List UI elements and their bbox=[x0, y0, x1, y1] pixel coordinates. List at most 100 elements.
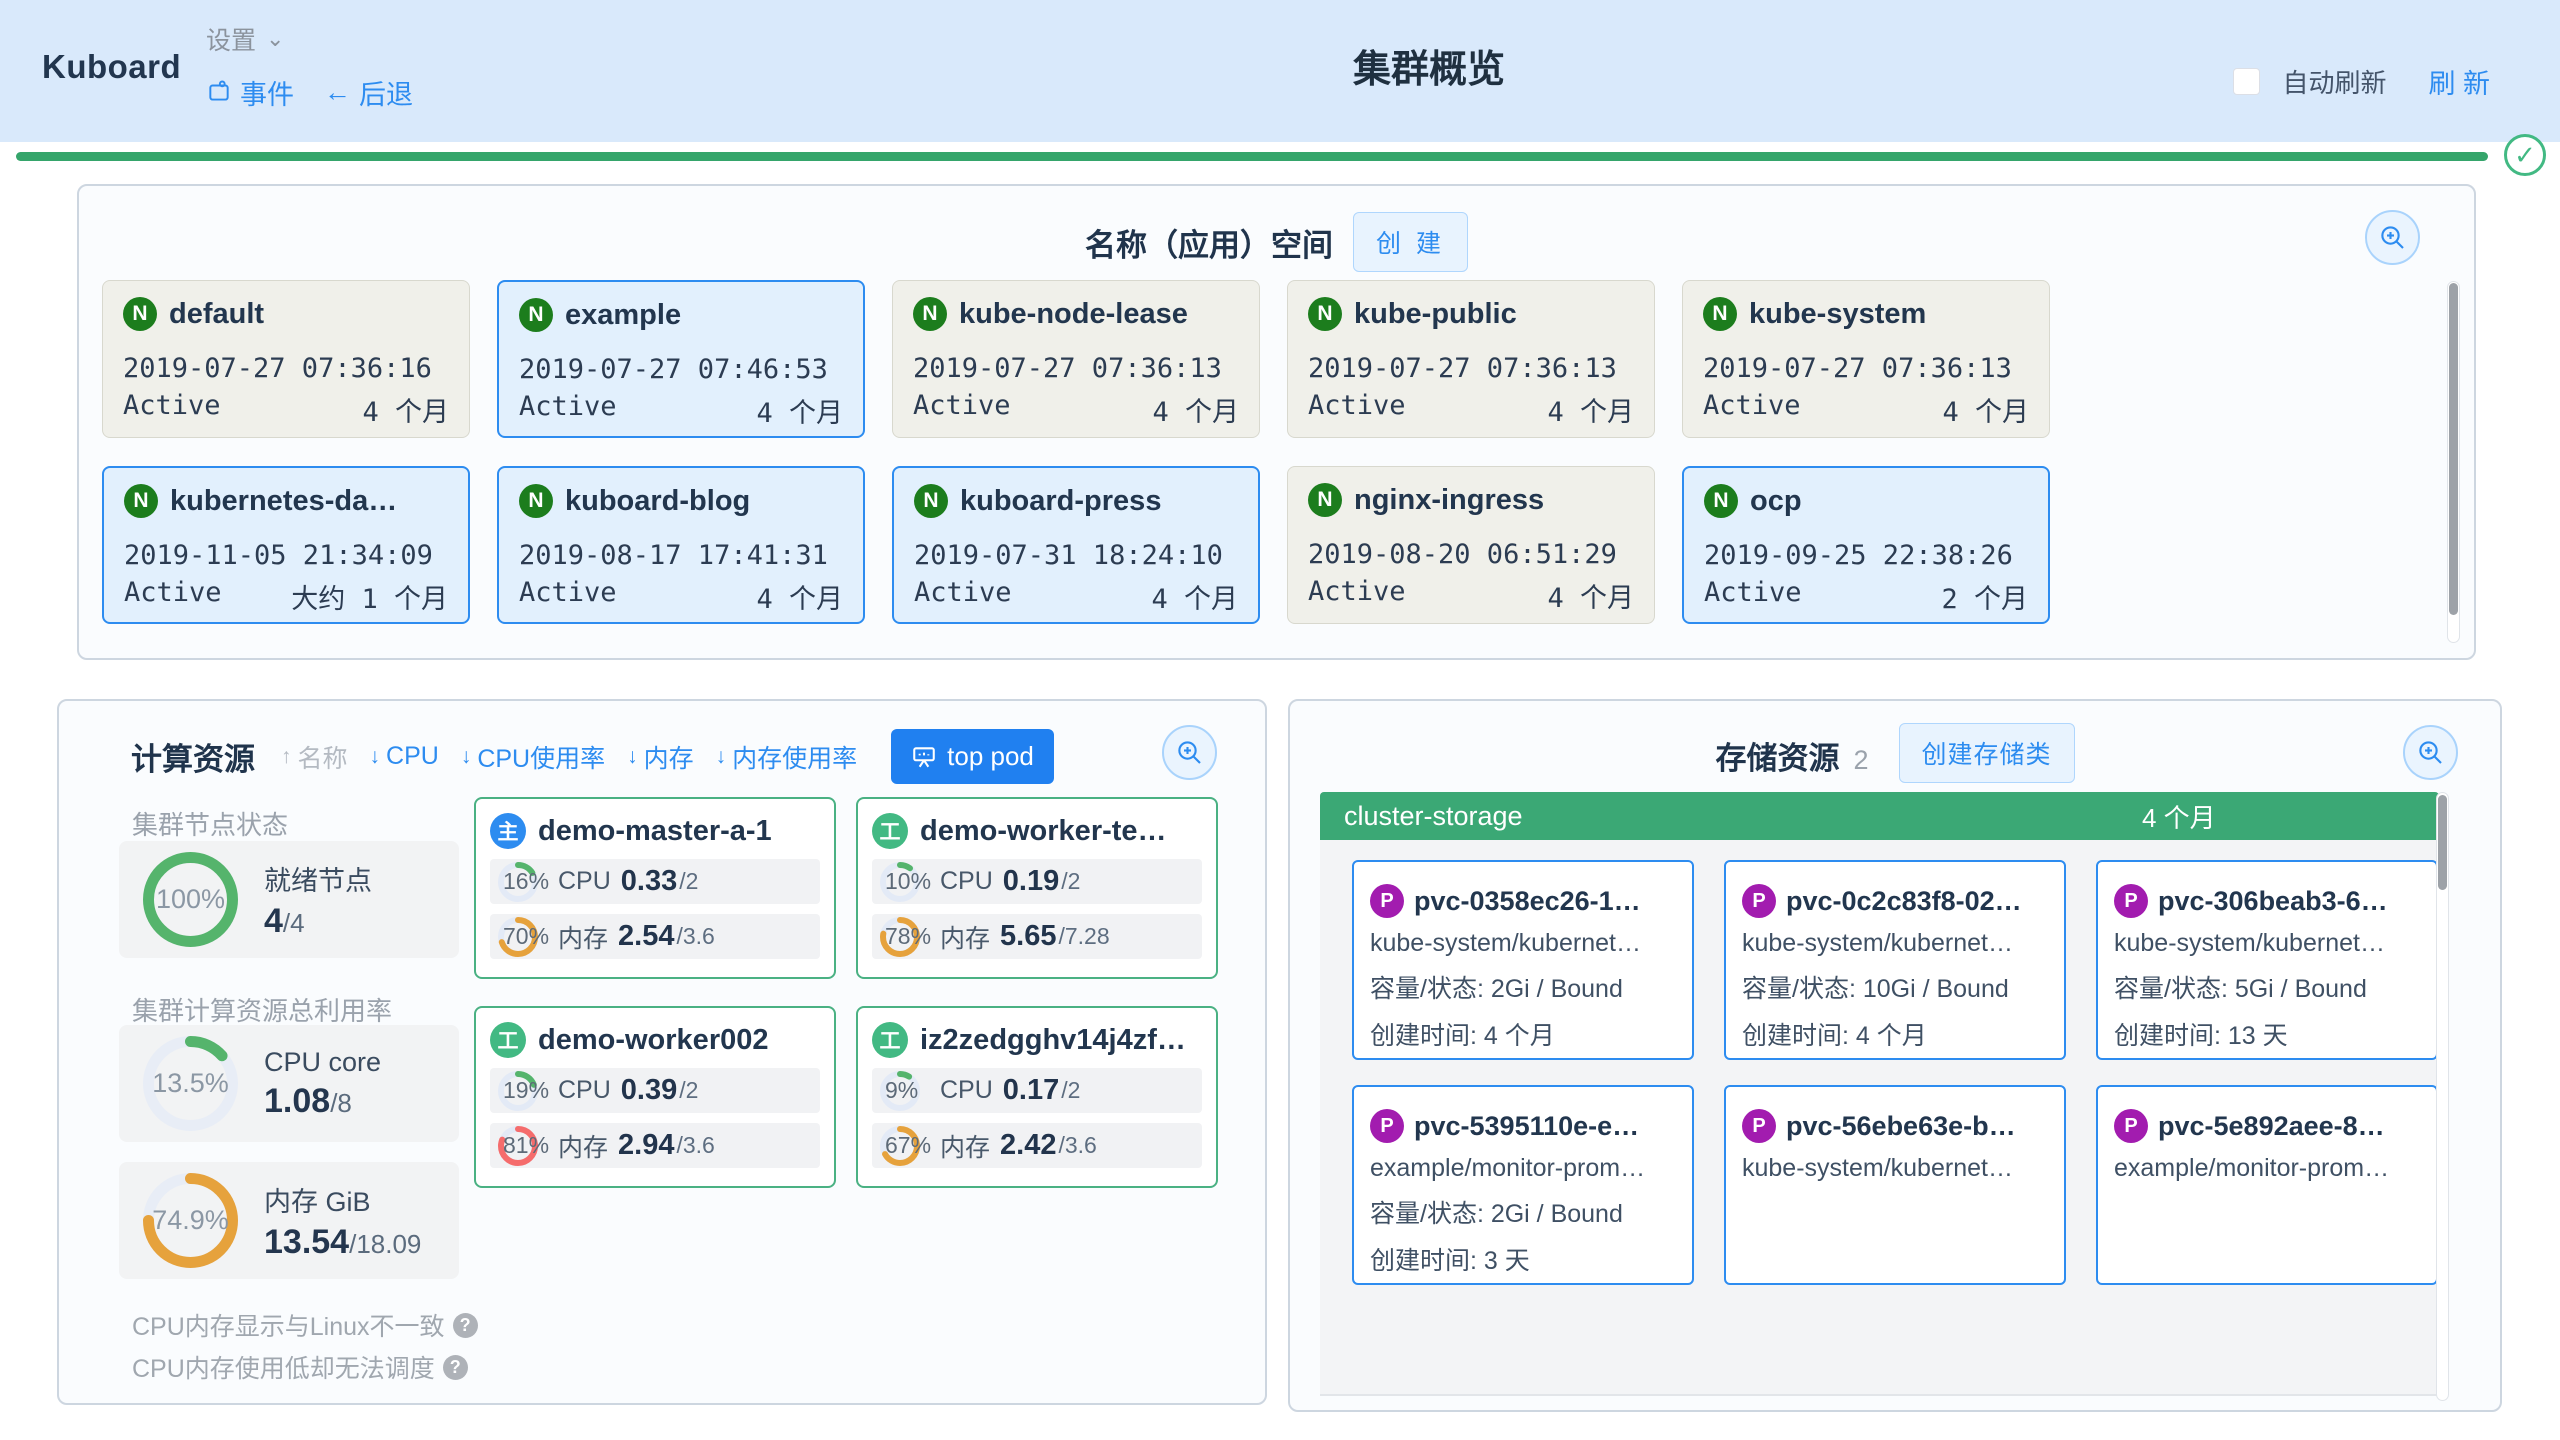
node-card[interactable]: 工 iz2zedgghv14j4zf… 9% CPU 0.17/2 67% 内存 2.… bbox=[856, 1006, 1218, 1188]
note-schedule: CPU内存使用低却无法调度? bbox=[132, 1349, 468, 1385]
namespace-age: 4 个月 bbox=[362, 397, 449, 428]
back-arrow-icon: ← bbox=[324, 76, 351, 107]
namespaces-scrollbar-thumb[interactable] bbox=[2449, 283, 2458, 615]
top-pod-button[interactable]: top pod bbox=[891, 729, 1054, 784]
back-link[interactable]: ← 后退 bbox=[324, 76, 413, 110]
pvc-icon: P bbox=[2114, 1109, 2148, 1143]
storage-scrollbar-thumb[interactable] bbox=[2438, 795, 2447, 890]
pvc-capacity: 容量/状态: 2Gi / Bound bbox=[1370, 975, 1623, 1003]
namespace-age: 4 个月 bbox=[1547, 583, 1634, 614]
namespace-created: 2019-11-05 21:34:09 bbox=[124, 540, 433, 571]
pvc-icon: P bbox=[1370, 884, 1404, 918]
create-namespace-button[interactable]: 创 建 bbox=[1353, 212, 1468, 272]
sort-down-icon: ↓ bbox=[627, 744, 638, 768]
events-link[interactable]: 事件 bbox=[206, 73, 294, 112]
zoom-in-icon[interactable] bbox=[1162, 725, 1217, 780]
node-cpu-row: 19% CPU 0.39/2 bbox=[490, 1068, 820, 1113]
node-status-label: 集群节点状态 bbox=[132, 810, 289, 840]
node-memory-row: 81% 内存 2.94/3.6 bbox=[490, 1123, 820, 1168]
sort-up-icon: ↑ bbox=[281, 744, 292, 768]
pvc-namespace: example/monitor-prom… bbox=[1370, 1154, 1646, 1182]
auto-refresh-label: 自动刷新 bbox=[2282, 68, 2387, 98]
namespace-status: Active bbox=[1308, 576, 1406, 607]
status-divider bbox=[16, 152, 2488, 161]
namespace-status: Active bbox=[124, 577, 222, 608]
node-card[interactable]: 工 demo-worker-te… 10% CPU 0.19/2 78% 内存 5.6… bbox=[856, 797, 1218, 979]
help-icon[interactable]: ? bbox=[452, 1312, 478, 1338]
help-icon[interactable]: ? bbox=[442, 1354, 468, 1380]
storageclass-name: cluster-storage bbox=[1344, 800, 1523, 831]
zoom-in-icon[interactable] bbox=[2365, 210, 2420, 265]
cluster-healthy-icon: ✓ bbox=[2504, 134, 2546, 176]
cpu-mini-donut bbox=[880, 861, 920, 902]
namespace-status: Active bbox=[1703, 390, 1801, 421]
sort-by-cpu-usage[interactable]: ↓ CPU使用率 bbox=[460, 744, 606, 773]
master-node-icon: 主 bbox=[490, 813, 526, 849]
node-card[interactable]: 工 demo-worker002 19% CPU 0.39/2 81% 内存 2.94… bbox=[474, 1006, 836, 1188]
pvc-namespace: kube-system/kubernet… bbox=[1370, 929, 1641, 957]
kuboard-logo[interactable]: Kuboard bbox=[42, 48, 182, 85]
cpu-utilization-card: 13.5% CPU core 1.08/8 bbox=[119, 1025, 459, 1142]
page-title: 集群概览 bbox=[1353, 49, 1506, 91]
settings-menu[interactable]: 设置 ⌄ bbox=[206, 20, 413, 58]
namespace-status: Active bbox=[913, 390, 1011, 421]
namespace-icon: N bbox=[1308, 297, 1342, 331]
pvc-created: 创建时间: 13 天 bbox=[2114, 1022, 2288, 1050]
namespace-icon: N bbox=[519, 298, 553, 332]
node-memory-row: 70% 内存 2.54/3.6 bbox=[490, 914, 820, 959]
namespace-created: 2019-09-25 22:38:26 bbox=[1704, 540, 2013, 571]
sort-by-name[interactable]: ↑ 名称 bbox=[281, 744, 348, 773]
namespace-created: 2019-07-31 18:24:10 bbox=[914, 540, 1223, 571]
auto-refresh-checkbox[interactable] bbox=[2233, 68, 2261, 95]
namespace-icon: N bbox=[914, 484, 948, 518]
memory-donut bbox=[143, 1173, 238, 1268]
namespace-status: Active bbox=[914, 577, 1012, 608]
storage-scrollbar bbox=[2436, 792, 2449, 1401]
sort-by-cpu[interactable]: ↓ CPU bbox=[369, 742, 439, 770]
namespace-icon: N bbox=[124, 484, 158, 518]
sort-by-memory-usage[interactable]: ↓ 内存使用率 bbox=[715, 744, 858, 773]
zoom-in-icon[interactable] bbox=[2403, 725, 2458, 780]
storageclass-header[interactable]: cluster-storage 4 个月 bbox=[1320, 792, 2439, 840]
namespace-status: Active bbox=[519, 577, 617, 608]
storage-title: 存储资源 bbox=[1715, 741, 1840, 776]
node-memory-row: 67% 内存 2.42/3.6 bbox=[872, 1123, 1202, 1168]
ready-donut bbox=[143, 852, 238, 947]
refresh-button[interactable]: 刷 新 bbox=[2428, 69, 2490, 99]
node-card[interactable]: 主 demo-master-a-1 16% CPU 0.33/2 70% 内存 2.5… bbox=[474, 797, 836, 979]
namespace-created: 2019-07-27 07:36:13 bbox=[1703, 353, 2012, 384]
namespace-status: Active bbox=[1704, 577, 1802, 608]
pvc-icon: P bbox=[1370, 1109, 1404, 1143]
app-header: Kuboard 设置 ⌄ 事件 ← 后退 集群概览 自动刷新 刷 新 bbox=[0, 0, 2560, 142]
namespace-icon: N bbox=[913, 297, 947, 331]
namespace-icon: N bbox=[1703, 297, 1737, 331]
pvc-capacity: 容量/状态: 10Gi / Bound bbox=[1742, 975, 2009, 1003]
namespace-icon: N bbox=[123, 297, 157, 331]
sort-by-memory[interactable]: ↓ 内存 bbox=[627, 744, 694, 773]
namespace-created: 2019-07-27 07:36:13 bbox=[1308, 353, 1617, 384]
pvc-capacity: 容量/状态: 2Gi / Bound bbox=[1370, 1200, 1623, 1228]
create-storageclass-button[interactable]: 创建存储类 bbox=[1898, 723, 2075, 783]
pvc-namespace: example/monitor-prom… bbox=[2114, 1154, 2390, 1182]
namespace-created: 2019-07-27 07:36:16 bbox=[123, 353, 432, 384]
